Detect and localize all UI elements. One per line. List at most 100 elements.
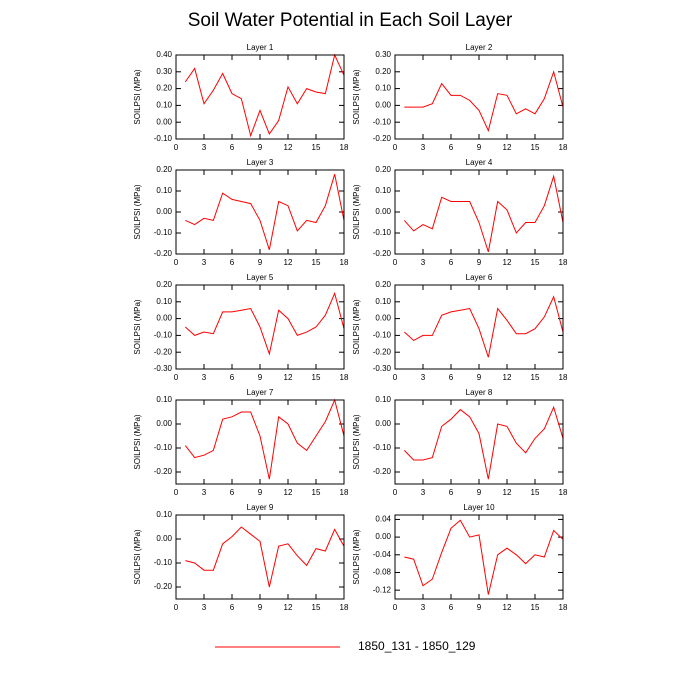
x-tick-label: 18: [340, 373, 349, 382]
y-tick-label: -0.10: [154, 228, 173, 237]
y-axis-label: SOILPSI (MPa): [133, 69, 142, 124]
y-tick-label: -0.30: [154, 364, 173, 373]
y-tick-label: 0.00: [156, 314, 172, 323]
y-tick-label: -0.30: [373, 364, 392, 373]
panel-title: Layer 8: [466, 388, 493, 397]
data-line: [403, 295, 564, 358]
x-tick-label: 3: [421, 603, 426, 612]
plot-frame: [175, 284, 345, 370]
plot-frame: [394, 54, 564, 140]
y-tick-label: -0.20: [373, 347, 392, 356]
x-tick-label: 12: [503, 488, 512, 497]
data-line: [404, 519, 564, 595]
legend-label: 1850_131 - 1850_129: [358, 639, 476, 653]
plot-frame: [175, 399, 345, 485]
y-tick-label: 0.40: [156, 50, 172, 59]
y-tick-label: 0.04: [375, 515, 391, 524]
x-tick-label: 15: [531, 143, 540, 152]
y-tick-label: 0.00: [375, 207, 391, 216]
x-tick-label: 12: [284, 258, 293, 267]
x-tick-label: 9: [477, 488, 482, 497]
plot-frame: [175, 54, 345, 140]
panel: Layer 4 SOILPSI (MPa) 0 3 6 9 12 15 18 -0.20 -0.10…: [352, 158, 568, 267]
x-tick-label: 18: [559, 488, 568, 497]
y-tick-label: 0.10: [156, 186, 172, 195]
y-tick-label: -0.20: [154, 347, 173, 356]
x-tick-label: 18: [559, 373, 568, 382]
y-axis-label: SOILPSI (MPa): [133, 184, 142, 239]
x-tick-label: 6: [449, 373, 454, 382]
figure-title: Soil Water Potential in Each Soil Layer: [188, 10, 513, 31]
y-tick-label: -0.12: [373, 585, 392, 594]
y-tick-label: 0.10: [375, 186, 391, 195]
x-tick-label: 0: [393, 258, 398, 267]
x-tick-label: 9: [258, 373, 263, 382]
data-line: [185, 526, 345, 588]
y-tick-label: 0.20: [375, 280, 391, 289]
x-tick-label: 6: [230, 373, 235, 382]
y-tick-label: 0.00: [375, 101, 391, 110]
x-tick-label: 15: [312, 373, 321, 382]
y-tick-label: 0.00: [375, 314, 391, 323]
x-tick-label: 9: [477, 258, 482, 267]
y-tick-label: 0.10: [375, 84, 391, 93]
y-tick-label: -0.10: [373, 443, 392, 452]
panel: Layer 6 SOILPSI (MPa) 0 3 6 9 12 15 18 -0.30 -0.20…: [352, 273, 568, 382]
y-tick-label: -0.10: [154, 331, 173, 340]
y-tick-label: -0.20: [373, 467, 392, 476]
panel-title: Layer 3: [247, 158, 274, 167]
panel-title: Layer 4: [466, 158, 493, 167]
x-tick-label: 18: [559, 603, 568, 612]
y-tick-label: 0.10: [156, 510, 172, 519]
panel: Layer 2 SOILPSI (MPa) 0 3 6 9 12 15 18 -0.20 -0.10…: [352, 43, 568, 152]
plot-frame: [394, 399, 564, 485]
x-tick-label: 9: [477, 603, 482, 612]
panel-title: Layer 9: [247, 503, 274, 512]
y-tick-label: 0.00: [156, 117, 172, 126]
y-tick-label: -0.20: [154, 467, 173, 476]
y-axis-label: SOILPSI (MPa): [133, 529, 142, 584]
y-axis-label: SOILPSI (MPa): [133, 414, 142, 469]
y-tick-label: 0.10: [156, 101, 172, 110]
x-tick-label: 15: [531, 258, 540, 267]
x-tick-label: 15: [312, 603, 321, 612]
x-tick-label: 0: [174, 488, 179, 497]
panel: Layer 8 SOILPSI (MPa) 0 3 6 9 12 15 18 -0.20 -0.10…: [352, 388, 568, 497]
x-tick-label: 3: [202, 488, 207, 497]
y-tick-label: 0.30: [156, 67, 172, 76]
x-tick-label: 3: [202, 258, 207, 267]
x-tick-label: 12: [503, 603, 512, 612]
x-tick-label: 18: [340, 603, 349, 612]
y-axis-label: SOILPSI (MPa): [352, 414, 361, 469]
plot-frame: [394, 514, 564, 600]
y-tick-label: -0.20: [154, 249, 173, 258]
panel: Layer 1 SOILPSI (MPa) 0 3 6 9 12 15 18 -0.10 0.00 0…: [133, 43, 349, 152]
y-tick-label: 0.00: [156, 419, 172, 428]
panel-title: Layer 2: [466, 43, 493, 52]
y-tick-label: 0.20: [156, 84, 172, 93]
x-tick-label: 3: [421, 373, 426, 382]
x-tick-label: 12: [503, 258, 512, 267]
panel: Layer 3 SOILPSI (MPa) 0 3 6 9 12 15 18 -0.20 -0.10…: [133, 158, 349, 267]
x-tick-label: 0: [174, 143, 179, 152]
x-tick-label: 6: [449, 603, 454, 612]
x-tick-label: 3: [202, 143, 207, 152]
y-tick-label: 0.20: [156, 280, 172, 289]
x-tick-label: 0: [393, 603, 398, 612]
x-tick-label: 18: [559, 143, 568, 152]
x-tick-label: 6: [230, 143, 235, 152]
y-axis-label: SOILPSI (MPa): [352, 299, 361, 354]
y-tick-label: -0.08: [373, 568, 392, 577]
x-tick-label: 18: [340, 143, 349, 152]
x-tick-label: 6: [449, 143, 454, 152]
x-tick-label: 9: [477, 373, 482, 382]
x-tick-label: 0: [174, 373, 179, 382]
x-tick-label: 0: [174, 603, 179, 612]
y-tick-label: -0.10: [373, 331, 392, 340]
y-axis-label: SOILPSI (MPa): [352, 529, 361, 584]
x-tick-label: 9: [258, 488, 263, 497]
y-axis-label: SOILPSI (MPa): [133, 299, 142, 354]
x-tick-label: 18: [340, 258, 349, 267]
y-tick-label: -0.20: [373, 249, 392, 258]
y-tick-label: 0.10: [156, 297, 172, 306]
